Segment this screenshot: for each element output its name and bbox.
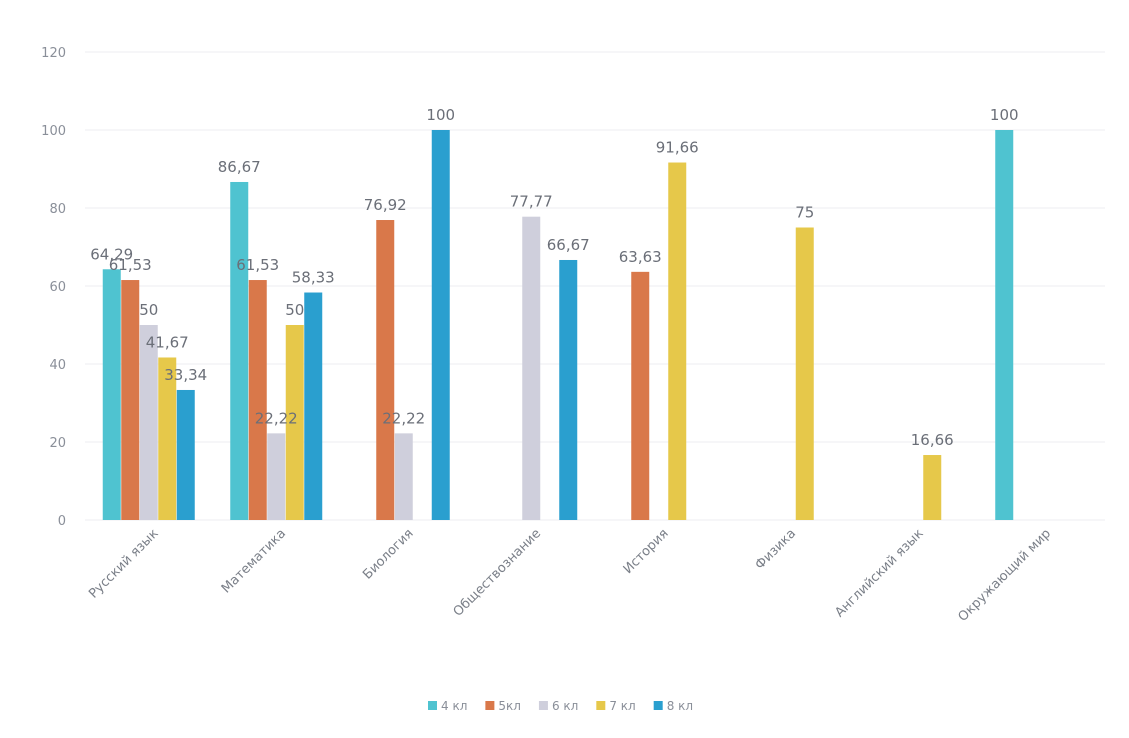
data-label: 41,67 — [146, 333, 189, 351]
data-label: 33,34 — [164, 366, 207, 384]
bar — [176, 389, 195, 520]
bar — [376, 220, 395, 520]
data-label: 75 — [795, 204, 814, 222]
y-tick-label: 120 — [41, 46, 66, 61]
data-label: 77,77 — [510, 193, 553, 211]
data-label: 22,22 — [382, 409, 425, 427]
bar — [102, 269, 121, 520]
bar — [431, 130, 450, 520]
legend-swatch — [485, 701, 495, 710]
legend-swatch — [428, 701, 437, 710]
category-label: История — [621, 526, 672, 577]
bar — [923, 455, 942, 520]
y-tick-label: 20 — [49, 436, 66, 451]
category-label: Обществознание — [451, 526, 544, 619]
bar — [248, 280, 267, 520]
data-label: 76,92 — [364, 196, 407, 214]
bar — [995, 130, 1014, 520]
legend-label: 8 кл — [667, 699, 693, 713]
data-label: 91,66 — [656, 139, 699, 157]
data-label: 58,33 — [292, 269, 335, 287]
bar — [139, 325, 158, 520]
category-label: Окружающий мир — [955, 526, 1054, 625]
y-tick-label: 40 — [49, 358, 66, 373]
bar — [158, 357, 177, 520]
bar — [394, 433, 413, 520]
legend-label: 6 кл — [552, 699, 578, 713]
legend: 4 кл 5кл 6 кл 7 кл 8 кл — [428, 699, 693, 713]
bar — [795, 227, 814, 520]
data-label: 66,67 — [547, 236, 590, 254]
data-labels: 64,29 86,67 100 61,53 61,53 76,92 63,63 50 22,22… — [90, 106, 1018, 449]
y-tick-label: 80 — [49, 202, 66, 217]
y-tick-label: 60 — [49, 280, 66, 295]
legend-label: 4 кл — [441, 699, 467, 713]
bar — [522, 216, 541, 520]
category-label: Русский язык — [86, 526, 161, 601]
data-label: 61,53 — [109, 256, 152, 274]
data-label: 61,53 — [236, 256, 279, 274]
category-label: Английский язык — [832, 526, 926, 620]
data-label: 100 — [990, 106, 1019, 124]
x-axis-categories: Русский язык Математика Биология Обществозн… — [86, 526, 1054, 625]
legend-label: 5кл — [498, 699, 521, 713]
bar — [304, 292, 323, 520]
legend-swatch — [538, 701, 548, 710]
legend-swatch — [653, 701, 663, 710]
category-label: Биология — [360, 526, 416, 582]
data-label: 22,22 — [255, 409, 298, 427]
bar — [668, 162, 687, 520]
data-label: 50 — [285, 301, 304, 319]
bar — [121, 280, 140, 520]
legend-swatch — [596, 701, 606, 710]
y-axis-ticks: 0 20 40 60 80 100 120 — [41, 46, 66, 529]
bar — [230, 181, 249, 520]
category-label: Математика — [219, 526, 289, 596]
bar — [285, 325, 304, 520]
bar — [631, 271, 650, 520]
legend-label: 7 кл — [609, 699, 635, 713]
bar — [559, 259, 578, 520]
bar — [267, 433, 286, 520]
y-tick-label: 100 — [41, 124, 66, 139]
category-label: Физика — [753, 526, 800, 573]
bars — [102, 130, 1014, 520]
data-label: 50 — [139, 301, 158, 319]
data-label: 16,66 — [911, 431, 954, 449]
data-label: 64,29 — [90, 245, 133, 263]
y-tick-label: 0 — [58, 514, 66, 529]
data-label: 86,67 — [218, 158, 261, 176]
data-label: 100 — [426, 106, 455, 124]
data-label: 63,63 — [619, 248, 662, 266]
